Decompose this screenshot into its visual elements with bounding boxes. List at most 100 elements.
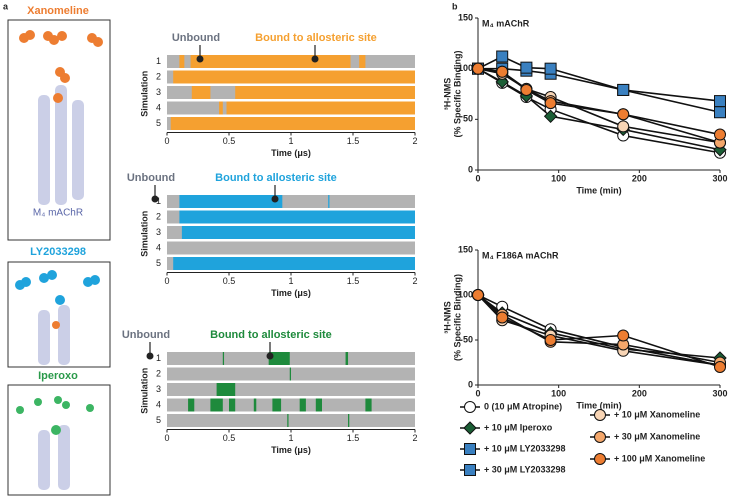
bound-interval — [235, 86, 415, 99]
annotation: Bound to allosteric site — [210, 329, 332, 341]
chart-title: M₄ mAChR — [482, 18, 530, 28]
molecule-name: LY2033298 — [30, 246, 86, 258]
bound-interval — [289, 367, 291, 381]
legend-label: + 10 μM Xanomeline — [614, 409, 700, 419]
data-point — [520, 61, 533, 74]
legend-marker — [594, 431, 606, 443]
annotation: Bound to allosteric site — [215, 172, 337, 184]
annotation: Bound to allosteric site — [255, 32, 377, 44]
x-tick-label: 0 — [164, 276, 169, 286]
y-tick-label: 150 — [458, 244, 473, 254]
bound-interval — [216, 383, 236, 396]
bound-interval — [191, 86, 211, 99]
legend-label: + 30 μM Xanomeline — [614, 431, 700, 441]
molecule-panel — [7, 384, 111, 496]
bound-interval — [190, 55, 351, 68]
bound-interval — [222, 352, 225, 365]
x-tick-label: 200 — [632, 388, 647, 398]
y-tick-label: 100 — [458, 63, 473, 73]
data-point — [714, 128, 726, 141]
row-label: 5 — [156, 415, 161, 425]
data-point — [544, 334, 557, 346]
y-tick-label: 0 — [468, 164, 473, 174]
data-point — [496, 311, 509, 324]
row-label: 4 — [156, 242, 161, 252]
row-label: 4 — [156, 102, 161, 112]
legend-label: + 30 μM LY2033298 — [484, 464, 565, 474]
molecule-name: Iperoxo — [38, 370, 78, 382]
bound-interval — [315, 398, 322, 412]
x-axis-label: Time (μs) — [271, 445, 311, 455]
legend-label: + 100 μM Xanomeline — [614, 453, 705, 463]
y-axis-label: ³H-NMS — [442, 301, 452, 334]
bound-interval — [348, 414, 350, 427]
x-tick-label: 2 — [412, 276, 417, 286]
y-axis-label: Simulation — [139, 211, 149, 257]
data-point — [714, 361, 726, 373]
unbound-row — [167, 383, 415, 396]
bound-interval — [179, 195, 283, 208]
y-tick-label: 0 — [468, 379, 473, 389]
y-axis-label: Simulation — [139, 368, 149, 414]
data-point — [617, 120, 630, 133]
unbound-row — [167, 352, 415, 365]
y-axis-label: Simulation — [139, 71, 149, 117]
data-point — [617, 108, 630, 121]
chart-title: M₄ F186A mAChR — [482, 250, 559, 260]
row-label: 3 — [156, 87, 161, 97]
x-tick-label: 200 — [632, 173, 647, 183]
x-tick-label: 0 — [475, 173, 480, 183]
x-tick-label: 100 — [551, 388, 566, 398]
bound-interval — [181, 226, 415, 239]
x-tick-label: 1 — [288, 136, 293, 146]
bound-interval — [345, 352, 349, 365]
data-point — [714, 106, 726, 119]
bound-interval — [173, 70, 415, 84]
series-line — [478, 67, 721, 102]
annotation-dot — [311, 55, 319, 63]
y-axis-label: (% Specific Binding) — [452, 274, 462, 361]
bound-interval — [287, 414, 289, 427]
x-tick-label: 1.5 — [347, 276, 360, 286]
row-label: 1 — [156, 196, 161, 206]
series-line — [477, 294, 721, 359]
unbound-row — [167, 414, 415, 427]
data-point — [713, 143, 727, 157]
bound-interval — [170, 117, 415, 130]
data-point — [714, 95, 726, 108]
data-point — [472, 62, 484, 75]
row-label: 5 — [156, 258, 161, 268]
annotation: Unbound — [122, 329, 170, 341]
data-point — [472, 289, 484, 301]
data-point — [544, 97, 557, 110]
row-label: 5 — [156, 118, 161, 128]
x-tick-label: 1.5 — [347, 136, 360, 146]
row-label: 1 — [156, 56, 161, 66]
x-tick-label: 300 — [712, 173, 727, 183]
bound-interval — [179, 210, 415, 224]
legend-marker — [594, 453, 606, 465]
y-axis-label: ³H-NMS — [442, 78, 452, 111]
x-tick-label: 1 — [288, 276, 293, 286]
bound-interval — [173, 257, 415, 270]
row-label: 2 — [156, 211, 161, 221]
bound-interval — [179, 55, 185, 68]
x-tick-label: 0 — [164, 433, 169, 443]
x-tick-label: 300 — [712, 388, 727, 398]
annotation-dot — [196, 55, 204, 63]
data-point — [617, 329, 630, 342]
annotation-dot — [146, 352, 154, 360]
legend-marker — [464, 443, 476, 455]
annotation-dot — [151, 195, 159, 203]
annotation: Unbound — [172, 32, 220, 44]
row-label: 1 — [156, 353, 161, 363]
bound-interval — [365, 398, 372, 412]
row-label: 3 — [156, 227, 161, 237]
bound-interval — [210, 398, 223, 412]
bound-interval — [188, 398, 195, 412]
bound-interval — [219, 101, 223, 115]
row-label: 3 — [156, 384, 161, 394]
y-tick-label: 100 — [458, 289, 473, 299]
bound-interval — [359, 55, 366, 68]
